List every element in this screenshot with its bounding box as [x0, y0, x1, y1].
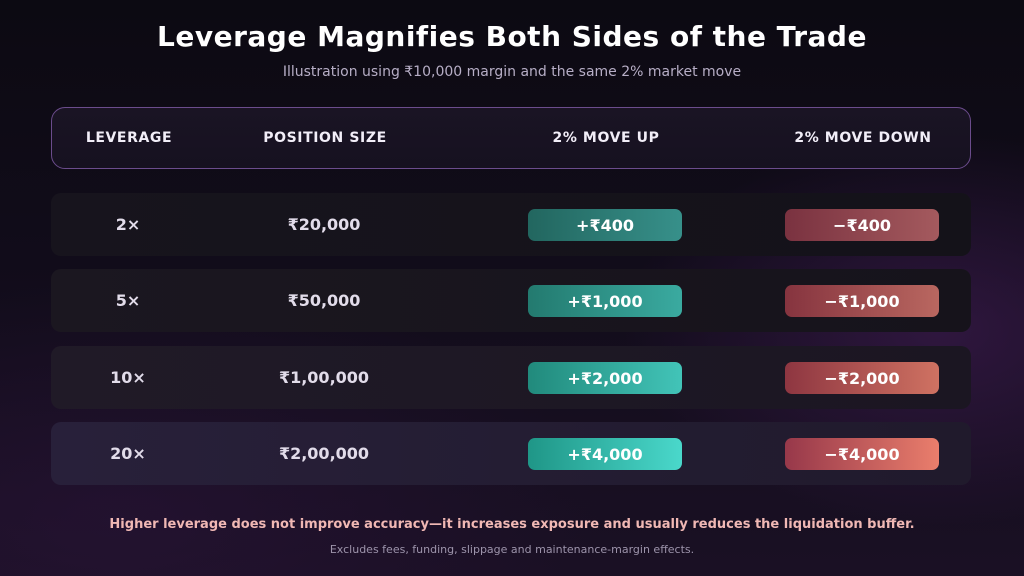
- position-size-value: ₹50,000: [287, 291, 361, 310]
- table-row: 5× ₹50,000 +₹1,000 −₹1,000: [51, 269, 971, 332]
- leverage-value: 10×: [110, 368, 146, 387]
- position-size-value: ₹2,00,000: [278, 444, 370, 463]
- header-leverage: LEVERAGE: [85, 130, 173, 146]
- position-size-value: ₹20,000: [287, 215, 361, 234]
- position-size-value: ₹1,00,000: [278, 368, 370, 387]
- header-position-size: POSITION SIZE: [263, 130, 387, 146]
- loss-badge: −₹1,000: [785, 285, 939, 317]
- table-row: 2× ₹20,000 +₹400 −₹400: [51, 193, 971, 256]
- loss-badge: −₹400: [785, 209, 939, 241]
- leverage-value: 20×: [110, 444, 146, 463]
- gain-badge: +₹1,000: [528, 285, 682, 317]
- header-move-up: 2% MOVE UP: [552, 130, 660, 146]
- footer-warning: Higher leverage does not improve accurac…: [109, 517, 915, 532]
- gain-badge: +₹2,000: [528, 362, 682, 394]
- gain-badge: +₹400: [528, 209, 682, 241]
- gain-badge: +₹4,000: [528, 438, 682, 470]
- leverage-value: 2×: [115, 215, 141, 234]
- page-subtitle: Illustration using ₹10,000 margin and th…: [282, 64, 742, 80]
- table-row: 10× ₹1,00,000 +₹2,000 −₹2,000: [51, 346, 971, 409]
- table-row: 20× ₹2,00,000 +₹4,000 −₹4,000: [51, 422, 971, 485]
- header-move-down: 2% MOVE DOWN: [794, 130, 932, 146]
- leverage-value: 5×: [115, 291, 141, 310]
- loss-badge: −₹2,000: [785, 362, 939, 394]
- page-title: Leverage Magnifies Both Sides of the Tra…: [157, 20, 867, 53]
- loss-badge: −₹4,000: [785, 438, 939, 470]
- table-header: LEVERAGE POSITION SIZE 2% MOVE UP 2% MOV…: [51, 107, 971, 169]
- footer-disclaimer: Excludes fees, funding, slippage and mai…: [329, 543, 695, 556]
